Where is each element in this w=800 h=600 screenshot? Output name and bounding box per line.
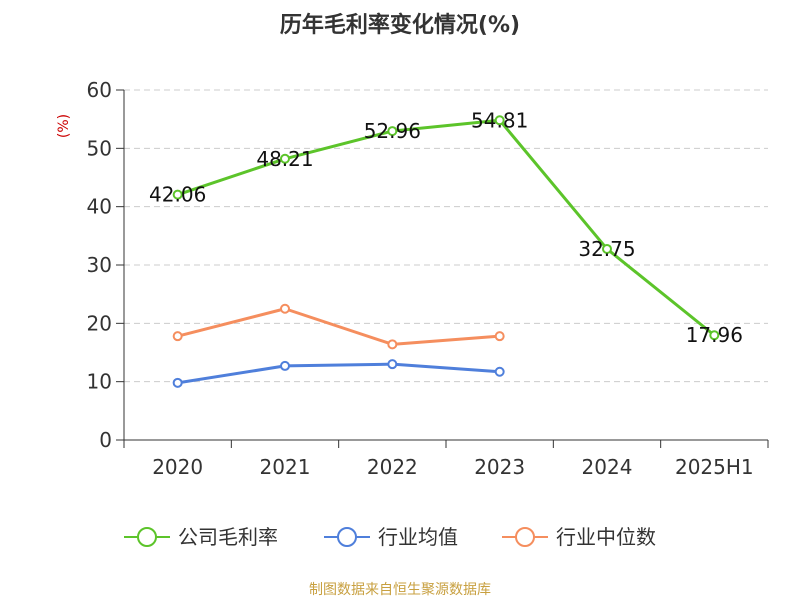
data-point [172, 189, 183, 200]
data-label: 54.81 [471, 108, 528, 132]
data-point [494, 366, 505, 377]
x-tick-label: 2025H1 [675, 455, 754, 479]
series-line [177, 118, 716, 337]
legend-marker-swatch [137, 527, 157, 547]
data-label: 52.96 [364, 119, 421, 143]
data-label: 48.21 [256, 147, 313, 171]
data-point [709, 330, 720, 341]
series-layer: 42.06 48.21 52.96 54.81 32.75 17.96 [149, 108, 743, 388]
chart-title: 历年毛利率变化情况(%) [280, 12, 520, 38]
y-tick-label: 60 [87, 78, 112, 102]
axes: 0 10 20 30 40 50 60 2020 2021 2022 2023 2024 2025H1 [87, 78, 769, 479]
x-tick-label: 2023 [474, 455, 525, 479]
legend: 公司毛利率 行业均值 行业中位数 [124, 525, 656, 549]
x-tick-label: 2020 [152, 455, 203, 479]
y-tick-label: 0 [99, 428, 112, 452]
legend-label: 公司毛利率 [178, 525, 278, 549]
legend-label: 行业中位数 [556, 525, 656, 549]
data-label: 32.75 [578, 237, 635, 261]
data-point [387, 339, 398, 350]
data-point [280, 303, 290, 314]
legend-item: 行业均值 [324, 525, 458, 549]
legend-label: 行业均值 [378, 525, 458, 549]
x-tick-label: 2022 [367, 455, 418, 479]
data-point [387, 126, 398, 137]
data-point [387, 359, 398, 370]
data-label: 17.96 [686, 323, 743, 347]
data-point [494, 331, 505, 342]
y-tick-label: 30 [87, 253, 112, 277]
y-tick-label: 10 [87, 370, 112, 394]
series-line [177, 362, 500, 385]
series-0: 42.06 48.21 52.96 54.81 32.75 17.96 [149, 108, 743, 347]
y-tick-label: 50 [87, 136, 112, 160]
legend-marker-swatch [515, 527, 535, 547]
x-tick-label: 2024 [582, 455, 633, 479]
legend-item: 公司毛利率 [124, 525, 278, 549]
series-line [177, 307, 500, 346]
data-point [602, 243, 612, 254]
legend-item: 行业中位数 [502, 525, 656, 549]
source-note: 制图数据来自恒生聚源数据库 [309, 582, 491, 598]
series-1 [172, 359, 505, 388]
x-tick-label: 2021 [260, 455, 311, 479]
data-point [172, 331, 183, 342]
data-point [280, 360, 290, 371]
y-tick-label: 40 [87, 195, 112, 219]
data-point [494, 115, 505, 126]
series-2 [172, 303, 505, 350]
y-axis-unit: (%) [56, 114, 72, 138]
grid [124, 89, 768, 383]
data-point [172, 377, 183, 388]
data-label: 42.06 [149, 183, 206, 207]
data-point [280, 153, 290, 164]
y-tick-label: 20 [87, 311, 112, 335]
legend-marker-swatch [337, 527, 357, 547]
